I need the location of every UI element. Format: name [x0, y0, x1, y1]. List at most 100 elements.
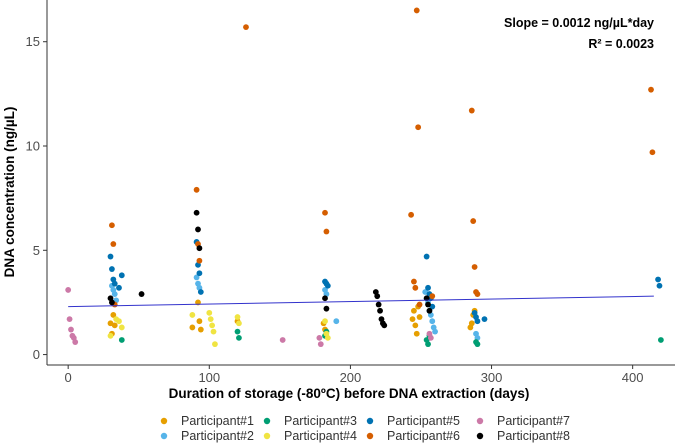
- r-squared-annotation: R² = 0.0023: [588, 37, 654, 51]
- data-point: [196, 318, 203, 325]
- x-tick-label: 400: [622, 370, 644, 385]
- data-point: [109, 299, 115, 306]
- legend-swatch: [476, 432, 484, 440]
- data-point: [236, 320, 242, 327]
- data-point: [111, 322, 118, 329]
- legend-item: Participant#2: [160, 429, 254, 443]
- legend-item: Participant#1: [160, 414, 254, 428]
- data-point: [195, 226, 201, 233]
- data-point: [468, 320, 475, 327]
- data-point: [107, 332, 114, 339]
- data-point: [333, 318, 340, 325]
- y-tick-label: 10: [26, 139, 40, 154]
- data-point: [427, 334, 434, 341]
- series-7: [65, 287, 434, 348]
- data-point: [196, 245, 203, 252]
- data-point: [322, 318, 328, 325]
- data-point: [234, 328, 241, 335]
- data-point: [72, 339, 79, 345]
- data-point: [66, 316, 73, 323]
- data-point: [111, 280, 118, 287]
- legend-swatch: [263, 432, 271, 440]
- data-point: [324, 282, 331, 289]
- data-point: [189, 324, 196, 331]
- legend-item: Participant#4: [263, 429, 357, 443]
- series-2: [109, 274, 481, 341]
- data-point: [110, 312, 117, 318]
- data-point: [323, 305, 330, 312]
- legend-swatch: [263, 417, 271, 425]
- data-point: [207, 316, 214, 323]
- regression-line: [68, 295, 654, 308]
- data-point: [322, 295, 328, 302]
- slope-annotation: Slope = 0.0012 ng/µL*day: [504, 16, 654, 30]
- data-point: [324, 334, 331, 341]
- data-point: [429, 293, 436, 300]
- data-point: [416, 314, 423, 320]
- legend-label: Participant#4: [284, 429, 357, 443]
- data-point: [116, 284, 122, 291]
- data-point: [408, 211, 414, 218]
- data-point: [189, 312, 196, 318]
- data-points: [65, 7, 664, 348]
- data-point: [65, 287, 72, 293]
- data-point: [411, 278, 417, 285]
- data-point: [468, 107, 475, 114]
- data-point: [377, 307, 383, 314]
- y-tick-label: 0: [33, 347, 40, 362]
- trend-line-layer: [68, 295, 654, 308]
- data-point: [322, 209, 328, 216]
- x-tick-label: 300: [481, 370, 503, 385]
- x-tick-label: 0: [65, 370, 72, 385]
- data-point: [109, 222, 115, 229]
- data-point: [109, 266, 115, 272]
- data-point: [68, 326, 74, 333]
- legend: Participant#1Participant#2Participant#3P…: [160, 414, 570, 443]
- data-point: [474, 291, 481, 297]
- data-point: [118, 272, 125, 279]
- series-6: [109, 7, 656, 308]
- data-point: [107, 253, 114, 260]
- data-point: [193, 274, 200, 281]
- data-point: [197, 326, 204, 333]
- data-point: [375, 301, 382, 308]
- data-point: [416, 301, 423, 308]
- data-point: [206, 309, 213, 316]
- legend-swatch: [476, 417, 484, 425]
- data-point: [481, 316, 488, 323]
- legend-label: Participant#6: [387, 429, 460, 443]
- data-point: [243, 24, 249, 31]
- data-point: [648, 86, 654, 93]
- data-point: [110, 241, 117, 247]
- legend-swatch: [366, 432, 374, 440]
- legend-item: Participant#7: [476, 414, 570, 428]
- legend-swatch: [366, 417, 374, 425]
- axes: 0 100 200 300 400 0 5 10 15: [26, 0, 675, 385]
- legend-item: Participant#3: [263, 414, 357, 428]
- data-point: [381, 322, 388, 329]
- data-point: [323, 228, 330, 235]
- y-tick-label: 15: [26, 34, 40, 49]
- legend-label: Participant#7: [497, 414, 570, 428]
- legend-swatch: [160, 417, 168, 425]
- data-point: [118, 337, 125, 343]
- x-axis-title: Duration of storage (-80ºC) before DNA e…: [169, 386, 530, 401]
- data-point: [655, 276, 661, 283]
- data-point: [316, 334, 323, 341]
- data-point: [138, 291, 145, 297]
- y-tick-label: 5: [33, 243, 40, 258]
- data-point: [656, 282, 663, 289]
- data-point: [209, 322, 216, 329]
- legend-label: Participant#8: [497, 429, 570, 443]
- data-point: [649, 149, 656, 156]
- x-tick-label: 100: [198, 370, 220, 385]
- data-point: [193, 209, 200, 216]
- data-point: [279, 337, 286, 343]
- data-point: [425, 301, 431, 308]
- legend-item: Participant#8: [476, 429, 570, 443]
- y-axis-title: DNA concentration (ng/µL): [2, 107, 17, 278]
- legend-swatch: [160, 432, 168, 440]
- data-point: [425, 284, 431, 291]
- series-8: [107, 209, 433, 329]
